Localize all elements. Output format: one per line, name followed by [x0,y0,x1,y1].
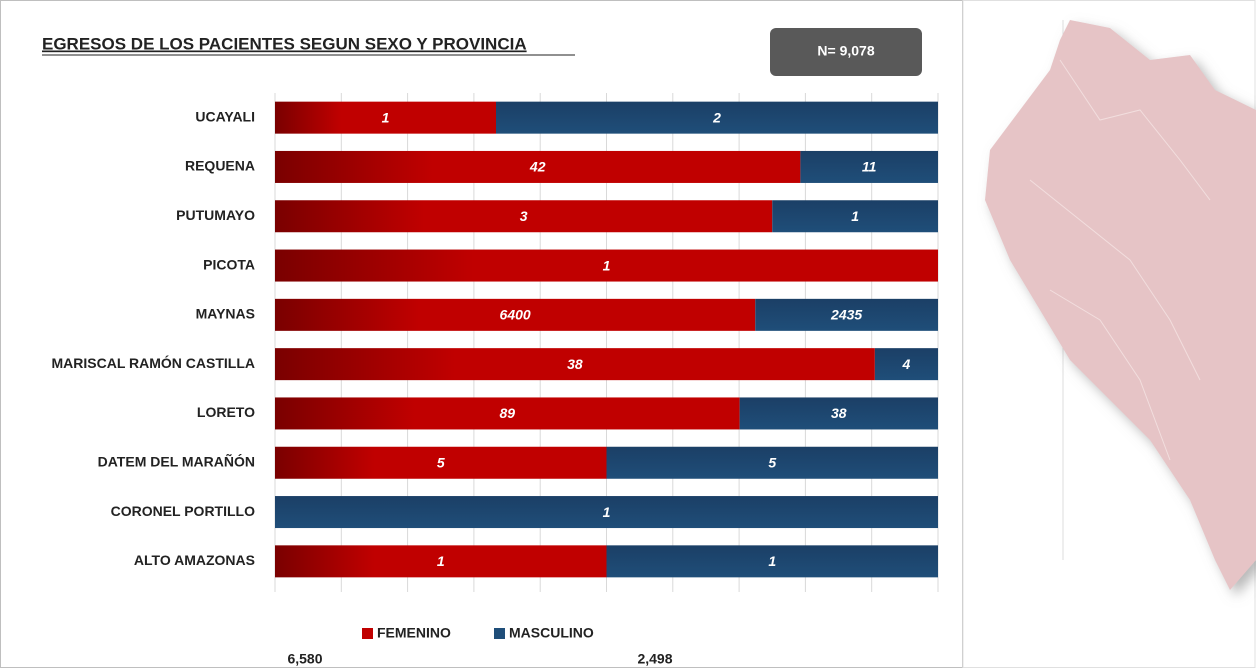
bar-segment [275,150,801,183]
data-label: 1 [603,504,611,520]
bar-segment [275,496,938,529]
series-total: 2,498 [637,651,672,667]
legend-swatch [494,628,505,639]
data-label: 1 [603,257,611,273]
bar-segment [496,101,938,134]
bar-segment [800,150,938,183]
bar-segment [739,397,938,430]
series-total: 6,580 [287,651,322,667]
n-box [770,28,922,76]
data-label: 1 [437,553,445,569]
data-label: 89 [500,405,516,421]
data-label: 1 [768,553,776,569]
bar-segment [606,545,938,578]
bar-segment [275,446,607,479]
data-label: 2435 [830,307,862,323]
data-label: 38 [567,356,583,372]
data-label: 2 [712,109,721,125]
bar-segment [275,200,773,233]
data-label: 42 [529,159,546,175]
bar-segment [275,249,938,282]
bar-segment [874,348,938,381]
category-label: LORETO [197,404,255,420]
bar-segment [275,101,496,134]
category-label: DATEM DEL MARAÑÓN [98,452,255,469]
data-label: 3 [520,208,528,224]
data-label: 1 [382,109,390,125]
category-label: CORONEL PORTILLO [111,503,256,519]
category-label: ALTO AMAZONAS [134,552,255,568]
data-label: 1 [851,208,859,224]
bar-segment [275,348,875,381]
category-label: PICOTA [203,256,255,272]
category-label: MAYNAS [196,306,255,322]
n-label: N= 9,078 [817,43,874,59]
data-label: 5 [768,454,776,470]
category-label: UCAYALI [195,108,255,124]
data-label: 6400 [500,307,531,323]
category-label: PUTUMAYO [176,207,255,223]
legend-label: FEMENINO [377,625,451,641]
legend-swatch [362,628,373,639]
chart-title: EGRESOS DE LOS PACIENTES SEGUN SEXO Y PR… [42,34,527,53]
bar-segment [755,298,938,331]
bar-segment [275,397,740,430]
category-label: MARISCAL RAMÓN CASTILLA [51,354,255,371]
data-label: 38 [831,405,847,421]
map-borders [1029,59,1211,461]
map-shape [985,20,1256,590]
bar-segment [275,545,607,578]
bar-segment [606,446,938,479]
bar-segment [772,200,938,233]
legend-label: MASCULINO [509,625,594,641]
bar-segment [275,298,756,331]
data-label: 11 [862,159,877,175]
data-label: 4 [902,356,911,372]
data-label: 5 [437,454,445,470]
category-label: REQUENA [185,158,255,174]
